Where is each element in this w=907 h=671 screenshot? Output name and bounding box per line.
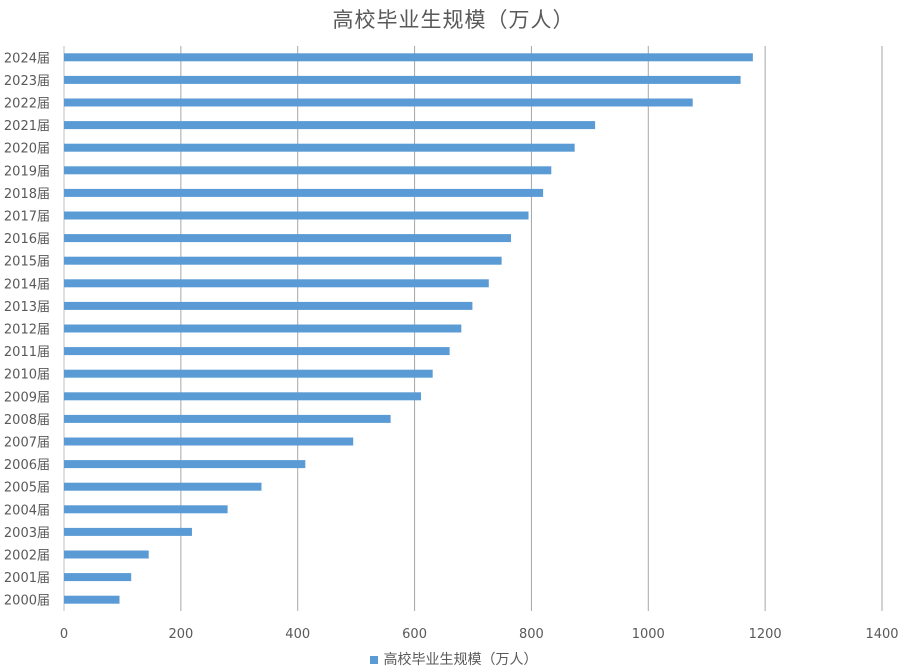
bar bbox=[64, 53, 753, 62]
x-tick-label: 1000 bbox=[632, 627, 665, 642]
y-category-label: 2022届 bbox=[4, 97, 50, 112]
bar bbox=[64, 75, 741, 84]
x-tick-label: 1200 bbox=[749, 627, 782, 642]
y-category-label: 2003届 bbox=[4, 526, 50, 541]
y-category-label: 2006届 bbox=[4, 458, 50, 473]
y-category-label: 2015届 bbox=[4, 255, 50, 270]
bar bbox=[64, 437, 354, 446]
bar bbox=[64, 166, 552, 175]
bar bbox=[64, 324, 462, 333]
y-category-label: 2000届 bbox=[4, 594, 50, 609]
legend-label: 高校毕业生规模（万人） bbox=[383, 652, 538, 668]
bar bbox=[64, 482, 262, 491]
bar bbox=[64, 256, 502, 265]
bar bbox=[64, 392, 421, 401]
bar bbox=[64, 188, 544, 197]
bar bbox=[64, 414, 391, 423]
bar bbox=[64, 234, 511, 243]
bar bbox=[64, 211, 529, 220]
chart-title: 高校毕业生规模（万人） bbox=[332, 8, 575, 32]
bar bbox=[64, 505, 228, 514]
legend: 高校毕业生规模（万人） bbox=[0, 649, 907, 669]
y-category-label: 2002届 bbox=[4, 549, 50, 564]
y-category-label: 2011届 bbox=[4, 345, 50, 360]
y-axis-labels: 2000届 2001届 2002届 2003届 2004届 2005届 2006届 2007届… bbox=[4, 51, 50, 608]
y-category-label: 2009届 bbox=[4, 390, 50, 405]
bar bbox=[64, 279, 489, 288]
x-tick-label: 200 bbox=[168, 627, 193, 642]
x-tick-label: 0 bbox=[60, 627, 68, 642]
x-tick-label: 800 bbox=[519, 627, 544, 642]
bar bbox=[64, 369, 433, 378]
x-tick-label: 400 bbox=[285, 627, 310, 642]
y-category-label: 2017届 bbox=[4, 210, 50, 225]
bar bbox=[64, 143, 575, 152]
x-tick-label: 1400 bbox=[865, 627, 898, 642]
bar bbox=[64, 301, 473, 310]
y-category-label: 2010届 bbox=[4, 368, 50, 383]
bar bbox=[64, 460, 306, 469]
bar bbox=[64, 527, 192, 536]
y-category-label: 2021届 bbox=[4, 119, 50, 134]
y-category-label: 2019届 bbox=[4, 164, 50, 179]
y-category-label: 2005届 bbox=[4, 481, 50, 496]
bar bbox=[64, 550, 149, 559]
y-category-label: 2012届 bbox=[4, 323, 50, 338]
x-tick-label: 600 bbox=[402, 627, 427, 642]
x-axis-ticks: 0 200 400 600 800 1000 1200 1400 bbox=[60, 627, 899, 642]
y-category-label: 2020届 bbox=[4, 142, 50, 157]
y-category-label: 2014届 bbox=[4, 277, 50, 292]
bars bbox=[64, 53, 753, 604]
y-category-label: 2001届 bbox=[4, 571, 50, 586]
bar bbox=[64, 347, 450, 356]
y-category-label: 2016届 bbox=[4, 232, 50, 247]
y-category-label: 2024届 bbox=[4, 51, 50, 66]
y-category-label: 2007届 bbox=[4, 436, 50, 451]
y-category-label: 2023届 bbox=[4, 74, 50, 89]
bar bbox=[64, 98, 693, 107]
y-category-label: 2008届 bbox=[4, 413, 50, 428]
legend-swatch bbox=[369, 656, 378, 664]
bar bbox=[64, 573, 132, 582]
bar bbox=[64, 121, 596, 130]
y-category-label: 2004届 bbox=[4, 503, 50, 518]
y-category-label: 2018届 bbox=[4, 187, 50, 202]
y-category-label: 2013届 bbox=[4, 300, 50, 315]
bar bbox=[64, 595, 120, 604]
